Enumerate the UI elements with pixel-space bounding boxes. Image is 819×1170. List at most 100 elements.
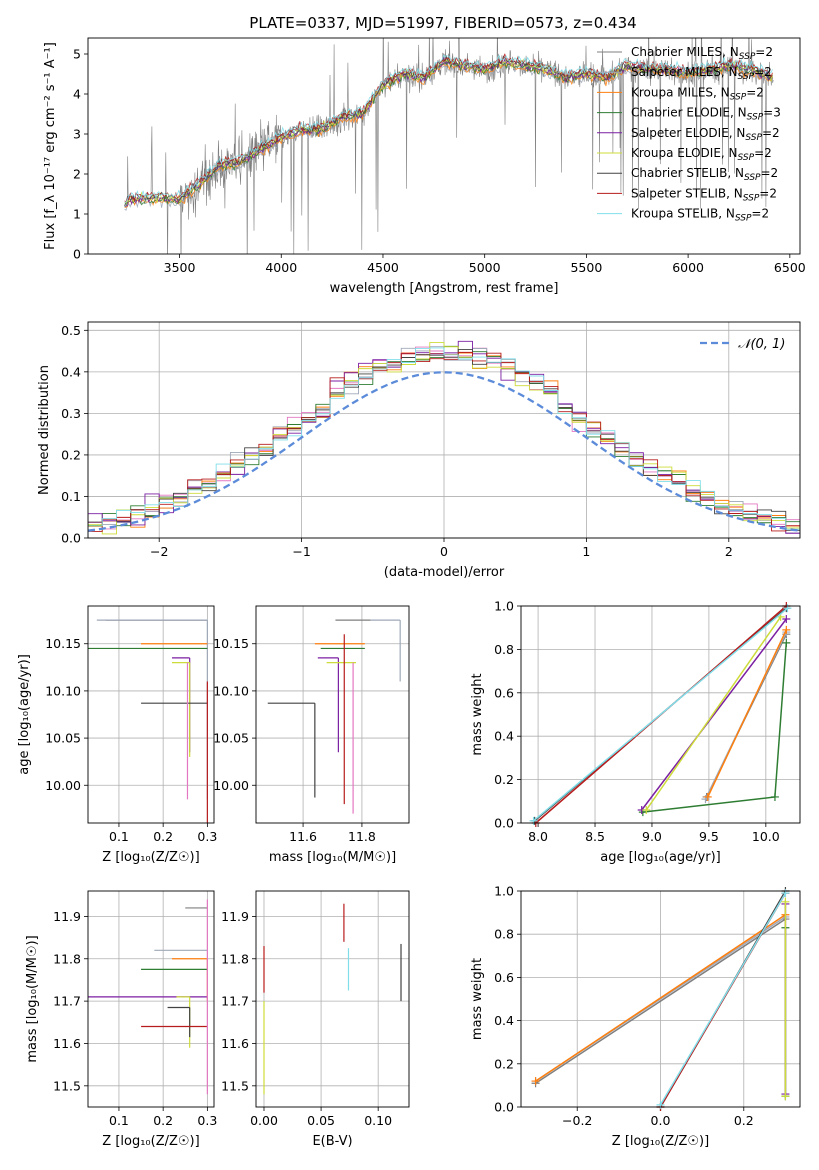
figure-title: PLATE=0337, MJD=51997, FIBERID=0573, z=0…: [249, 14, 636, 32]
series-marker: [782, 625, 791, 634]
mass_weight_vs_Z-series: [531, 887, 790, 1111]
model-spectrum-8: [124, 54, 773, 204]
y-tick-label: 0.8: [494, 927, 514, 942]
age_vs_mass-points: [267, 619, 401, 814]
series-line-5: [645, 616, 782, 811]
x-axis-label: (data-model)/error: [384, 565, 505, 580]
y-tick-label: 11.9: [221, 909, 249, 924]
y-tick-label: 0.6: [494, 685, 514, 700]
axes-frame: [520, 890, 801, 1108]
y-tick-label: 11.5: [53, 1078, 81, 1093]
y-tick-label: 10.00: [45, 778, 81, 793]
y-tick-label: 0.4: [494, 1013, 514, 1028]
y-tick-label: 0.5: [61, 323, 81, 338]
series-marker: [770, 792, 779, 801]
x-tick-label: 9.5: [699, 829, 719, 844]
y-tick-label: 0.0: [494, 816, 514, 831]
y-tick-label: 0.8: [494, 642, 514, 657]
series-line-2: [535, 914, 786, 1082]
series-marker: [781, 889, 790, 898]
legend-entry: Salpeter STELIB, NSSP=2: [631, 186, 777, 203]
mass_vs_EBV-points: [263, 903, 402, 1095]
axes-frame: [255, 605, 410, 824]
legend-entry: Chabrier STELIB, NSSP=2: [631, 166, 778, 183]
x-axis-label: Z [log₁₀(Z/Z☉)]: [102, 850, 199, 865]
x-axis-label: Z [log₁₀(Z/Z☉)]: [102, 1134, 199, 1149]
y-tick-label: 11.7: [221, 994, 249, 1009]
y-tick-label: 5: [73, 47, 81, 62]
axes-frame: [87, 37, 801, 255]
y-tick-label: 10.10: [213, 683, 249, 698]
x-tick-label: 5500: [570, 260, 602, 275]
series-line-4: [641, 618, 787, 811]
x-tick-label: 0.3: [197, 829, 217, 844]
y-tick-label: 0.3: [61, 406, 81, 421]
x-tick-label: 11.8: [348, 829, 376, 844]
x-tick-label: 8.0: [528, 829, 548, 844]
series-marker: [529, 816, 538, 825]
x-axis-label: wavelength [Angstrom, rest frame]: [330, 281, 559, 296]
y-tick-label: 11.7: [53, 994, 81, 1009]
spectrum-lines: [124, 38, 774, 254]
age_vs_mass-panel: 11.6 11.8 10.00 10.05 10.10 10.15 mass [log₁₀(…: [213, 605, 410, 865]
normal-pdf-curve: [88, 371, 800, 532]
x-tick-label: 0.2: [153, 1113, 173, 1128]
x-tick-label: −1: [292, 544, 310, 559]
legend-entry: 𝒩(0, 1): [738, 337, 785, 352]
x-axis-label: Z [log₁₀(Z/Z☉)]: [612, 1134, 709, 1149]
x-tick-label: 0.2: [153, 829, 173, 844]
x-tick-label: 11.6: [289, 829, 317, 844]
age_vs_Z-points: [88, 619, 208, 823]
series-line-8: [659, 892, 787, 1106]
mass_weight_vs_age-panel: 8.0 8.5 9.0 9.5 10.0 0.0 0.2 0.4 0.6 0.8 1.0 age [l…: [470, 599, 801, 865]
y-tick-label: 11.6: [221, 1036, 249, 1051]
spectrum-panel: 3500 4000 4500 5000 5500 6000 6500 0 1 2 3 4 5 wavele…: [43, 37, 806, 296]
axes-frame: [87, 605, 215, 824]
y-axis-label: Flux [f_λ 10⁻¹⁷ erg cm⁻² s⁻¹ A⁻¹]: [43, 42, 58, 250]
spectrum-legend: Chabrier MILES, NSSP=2 Salpeter MILES, NS…: [597, 45, 781, 224]
y-tick-label: 11.9: [53, 909, 81, 924]
panels: 3500 4000 4500 5000 5500 6000 6500 0 1 2 3 4 5 wavele…: [17, 37, 806, 1149]
x-tick-label: 8.5: [585, 829, 605, 844]
mass_vs_Z-panel: 0.1 0.2 0.3 11.5 11.6 11.7 11.8 11.9 Z [log₁₀(Z/…: [25, 890, 217, 1149]
x-tick-label: 0.05: [307, 1113, 335, 1128]
y-tick-label: 2: [73, 167, 81, 182]
y-tick-label: 0.0: [494, 1100, 514, 1115]
x-tick-label: 2: [725, 544, 733, 559]
legend-entry: Kroupa STELIB, NSSP=2: [631, 207, 769, 224]
model-spectrum-4: [124, 57, 773, 207]
axes-frame: [87, 890, 215, 1108]
y-tick-label: 11.8: [53, 951, 81, 966]
x-tick-label: 10.0: [752, 829, 780, 844]
series-marker: [781, 1092, 790, 1101]
legend-entry: Chabrier ELODIE, NSSP=3: [631, 106, 781, 123]
x-tick-label: 9.0: [642, 829, 662, 844]
x-tick-label: 6500: [774, 260, 806, 275]
y-tick-label: 10.10: [45, 683, 81, 698]
x-tick-label: 0.00: [250, 1113, 278, 1128]
y-tick-label: 0.2: [494, 772, 514, 787]
mass_weight_vs_Z-panel: −0.2 0.0 0.2 0.0 0.2 0.4 0.6 0.8 1.0 Z [log₁₀(Z/Z…: [470, 884, 801, 1149]
y-tick-label: 10.05: [45, 731, 81, 746]
y-tick-label: 3: [73, 127, 81, 142]
series-marker: [783, 604, 792, 613]
y-tick-label: 10.05: [213, 731, 249, 746]
series-marker: [531, 1077, 540, 1086]
x-axis-label: mass [log₁₀(M/M☉)]: [269, 850, 396, 865]
legend-entry: Kroupa ELODIE, NSSP=2: [631, 146, 772, 163]
y-tick-label: 10.15: [45, 636, 81, 651]
x-axis-label: age [log₁₀(age/yr)]: [600, 850, 721, 865]
axes-frame: [520, 605, 801, 824]
x-tick-label: 0.10: [364, 1113, 392, 1128]
residual-histograms: [88, 340, 800, 538]
legend-entry: Kroupa MILES, NSSP=2: [631, 85, 764, 102]
x-tick-label: 4000: [265, 260, 297, 275]
x-tick-label: 1: [582, 544, 590, 559]
x-tick-label: 0.3: [197, 1113, 217, 1128]
x-tick-label: 6000: [672, 260, 704, 275]
series-line-0: [535, 918, 786, 1084]
legend-entry: Salpeter ELODIE, NSSP=2: [631, 126, 780, 143]
x-tick-label: 0.2: [734, 1113, 754, 1128]
y-tick-label: 0.0: [61, 531, 81, 546]
